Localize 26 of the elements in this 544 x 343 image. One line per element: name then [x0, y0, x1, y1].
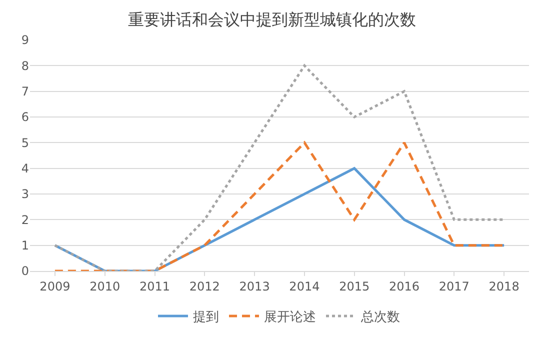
x-tick-label: 2010 — [90, 279, 120, 294]
x-tick-label: 2017 — [438, 279, 470, 294]
y-tick-label: 4 — [21, 162, 29, 176]
y-tick-label: 2 — [21, 212, 29, 227]
y-tick-label: 3 — [21, 187, 29, 202]
legend-label: 展开论述 — [264, 310, 316, 326]
x-tick-label: 2012 — [189, 279, 220, 294]
y-tick-label: 0 — [21, 264, 29, 278]
y-tick-label: 7 — [21, 84, 29, 99]
x-tick-label: 2015 — [339, 279, 370, 294]
line-series — [54, 64, 506, 271]
x-tick-label: 2018 — [488, 279, 520, 294]
x-tick-label: 2014 — [289, 279, 320, 294]
y-tick-label: 1 — [21, 238, 29, 253]
x-tick-label: 2009 — [40, 279, 70, 294]
legend-label: 提到 — [193, 310, 219, 326]
line-series — [54, 141, 506, 271]
y-tick-label: 5 — [21, 136, 29, 150]
x-tick-label: 2016 — [388, 279, 420, 294]
chart-title: 重要讲话和会议中提到新型城镇化的次数 — [128, 10, 416, 29]
y-tick-label: 9 — [21, 33, 29, 48]
x-tick-label: 2013 — [239, 279, 270, 294]
x-tick-label: 2011 — [139, 279, 170, 294]
y-tick-label: 8 — [21, 58, 29, 73]
y-tick-label: 6 — [21, 110, 29, 124]
legend-label: 总次数 — [360, 310, 400, 326]
